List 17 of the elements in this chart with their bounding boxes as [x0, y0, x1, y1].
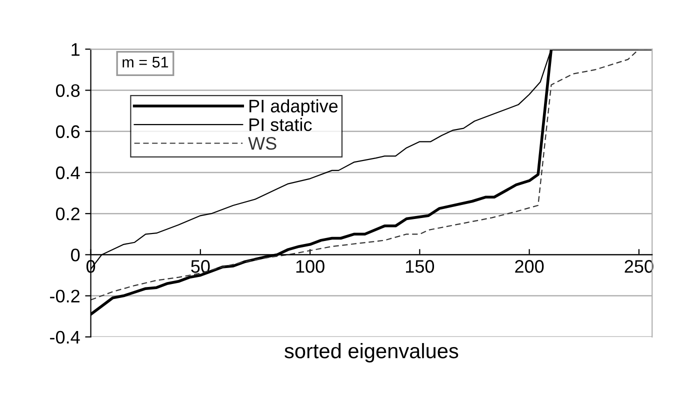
- x-tick-label: 250: [624, 260, 654, 273]
- text: PI adaptive: [250, 99, 338, 116]
- x-tick-label: 150: [406, 260, 434, 273]
- x-tick-label: 100: [296, 260, 324, 273]
- x-axis-title: sorted eigenvalues: [284, 343, 458, 362]
- text: PI static: [250, 118, 312, 132]
- x-tick-label: 200: [515, 260, 544, 273]
- y-tick-label: 0.2: [56, 208, 80, 220]
- y-tick-label: 1: [72, 43, 80, 56]
- y-tick-label: -0.2: [50, 290, 80, 303]
- annotation: m = 51: [122, 56, 168, 68]
- y-tick-label: -0.4: [50, 330, 80, 344]
- y-tick-label: 0.8: [56, 84, 80, 97]
- y-tick-label: 0.6: [56, 125, 80, 138]
- y-tick-label: 0: [71, 248, 80, 262]
- text: WS: [248, 136, 276, 150]
- y-tick-label: 0.4: [56, 166, 80, 180]
